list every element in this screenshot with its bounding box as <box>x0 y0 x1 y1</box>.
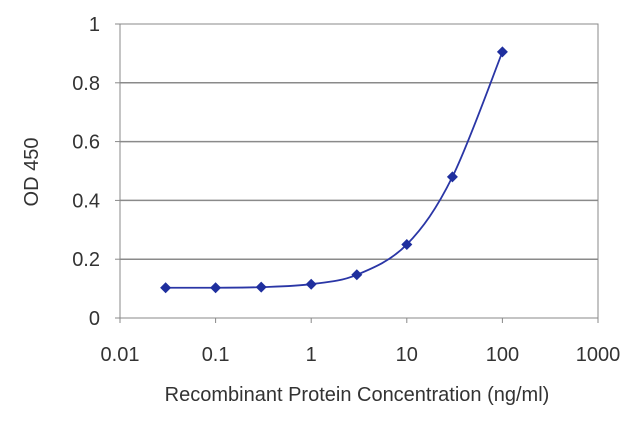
x-tick-label: 1000 <box>576 344 621 366</box>
data-point <box>401 239 413 250</box>
x-axis-label: Recombinant Protein Concentration (ng/ml… <box>165 384 550 406</box>
data-points <box>160 46 508 294</box>
data-point <box>351 269 363 281</box>
y-axis-ticks: 0 0.2 0.4 0.6 0.8 1 <box>72 14 120 330</box>
x-tick-label: 1 <box>306 344 317 366</box>
gridlines <box>120 82 598 260</box>
x-tick-label: 0.1 <box>202 344 230 366</box>
y-tick-label: 0.2 <box>72 249 100 271</box>
data-point <box>305 278 317 290</box>
y-tick-label: 0.8 <box>72 73 100 95</box>
y-tick-label: 1 <box>89 14 100 36</box>
y-tick-label: 0 <box>89 308 100 330</box>
x-tick-label: 100 <box>486 344 519 366</box>
y-tick-label: 0.4 <box>72 190 100 212</box>
data-point <box>255 281 267 293</box>
data-point <box>446 171 458 183</box>
x-tick-label: 10 <box>396 344 418 366</box>
y-axis-label: OD 450 <box>21 138 43 207</box>
data-point <box>496 46 508 58</box>
data-point <box>210 282 222 294</box>
x-axis-ticks: 0.01 0.1 1 10 100 1000 <box>101 318 621 366</box>
x-tick-label: 0.01 <box>101 344 140 366</box>
y-tick-label: 0.6 <box>72 132 100 154</box>
plot-area <box>119 23 599 319</box>
data-point <box>160 282 172 294</box>
